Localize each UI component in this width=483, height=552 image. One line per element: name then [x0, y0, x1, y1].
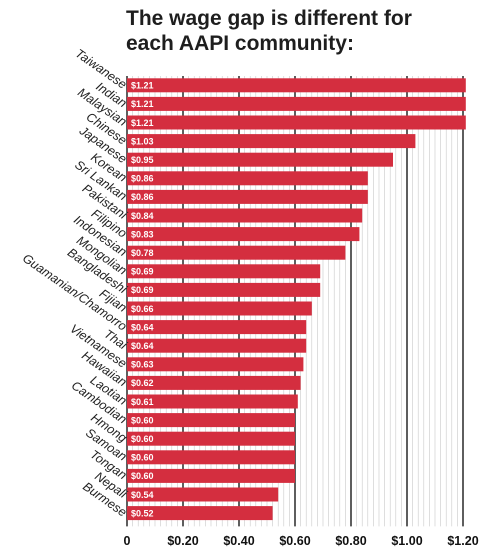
data-label: $0.60	[131, 434, 154, 444]
bar-japanese	[127, 152, 393, 167]
bar-burmese	[127, 506, 273, 521]
x-tick-labels: 0 $0.20 $0.40 $0.60 $0.80 $1.00 $1.20	[124, 534, 479, 548]
bar-cambodian	[127, 413, 295, 428]
data-label: $0.63	[131, 360, 154, 370]
bar-korean	[127, 171, 368, 186]
bar-guamanian-chamorro	[127, 320, 307, 335]
bar-chinese	[127, 134, 416, 149]
bar-mongolian	[127, 264, 321, 279]
data-label: $0.52	[131, 508, 154, 518]
bar-samoan	[127, 450, 295, 465]
chart-title: The wage gap is different for each AAPI …	[126, 6, 456, 56]
bar-fijian	[127, 301, 312, 316]
data-label: $0.66	[131, 304, 154, 314]
data-label: $0.95	[131, 155, 154, 165]
x-tick-label: $1.20	[447, 534, 478, 548]
chart-title-line-1: The wage gap is different for	[126, 7, 412, 30]
category-labels: TaiwaneseIndianMalaysianChineseJapaneseK…	[20, 46, 130, 519]
data-label: $0.86	[131, 192, 154, 202]
data-label: $0.62	[131, 378, 154, 388]
data-label: $0.60	[131, 453, 154, 463]
data-label: $0.69	[131, 267, 154, 277]
data-label: $0.61	[131, 397, 154, 407]
data-label: $1.21	[131, 81, 154, 91]
bar-nepali	[127, 487, 279, 502]
x-tick-label: $0.40	[223, 534, 254, 548]
data-label: $0.54	[131, 490, 154, 500]
chart-title-line-2: each AAPI community:	[126, 32, 354, 55]
bar-sri-lankan	[127, 189, 368, 204]
data-label: $0.86	[131, 174, 154, 184]
bar-tongan	[127, 468, 295, 483]
data-label: $0.78	[131, 248, 154, 258]
bar-malaysian	[127, 115, 466, 130]
x-tick-label: $1.00	[391, 534, 422, 548]
bar-taiwanese	[127, 78, 466, 93]
data-label: $0.64	[131, 341, 154, 351]
data-label: $0.83	[131, 229, 154, 239]
data-label: $1.03	[131, 136, 154, 146]
data-label: $1.21	[131, 118, 154, 128]
bar-indian	[127, 96, 466, 111]
x-tick-label: $0.60	[279, 534, 310, 548]
data-label: $0.69	[131, 285, 154, 295]
data-label: $0.84	[131, 211, 154, 221]
bar-bangladeshi	[127, 282, 321, 297]
data-label: $0.60	[131, 415, 154, 425]
data-label: $1.21	[131, 99, 154, 109]
data-label: $0.60	[131, 471, 154, 481]
bar-laotian	[127, 394, 298, 409]
bar-filipino	[127, 227, 360, 242]
bar-indonesian	[127, 245, 346, 260]
x-tick-label: $0.20	[167, 534, 198, 548]
bar-vietnamese	[127, 357, 304, 372]
data-label: $0.64	[131, 322, 154, 332]
bar-hawaiian	[127, 375, 301, 390]
bar-hmong	[127, 431, 295, 446]
x-tick-label: 0	[124, 534, 131, 548]
bar-pakistani	[127, 208, 363, 223]
bar-thai	[127, 338, 307, 353]
bars: $1.21 $1.21 $1.21 $1.03 $0.95 $0.86 $0.86 $0.84…	[127, 78, 466, 521]
x-tick-label: $0.80	[335, 534, 366, 548]
